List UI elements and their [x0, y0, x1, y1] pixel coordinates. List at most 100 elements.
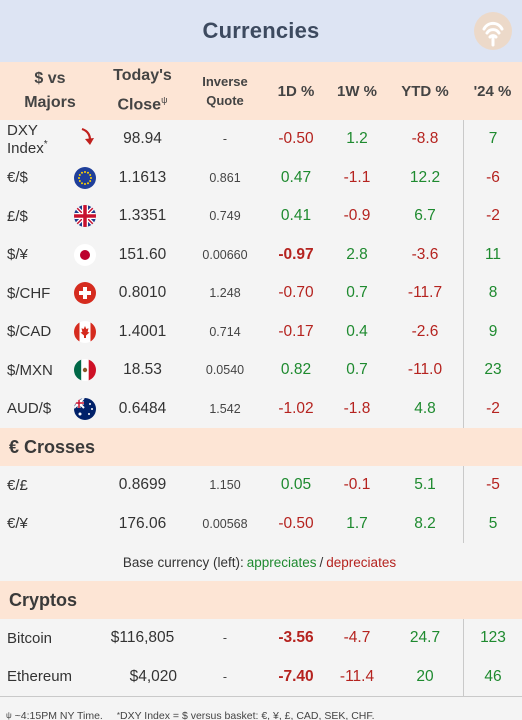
change-1d: -0.97 [278, 245, 314, 263]
table-row: €/¥ 176.06 0.00568 -0.50 1.7 8.2 5 [0, 504, 522, 543]
close-value: 0.8699 [118, 476, 167, 494]
change-24: -2 [463, 389, 522, 428]
close-value: 0.8010 [118, 284, 167, 302]
change-1d: -7.40 [278, 667, 314, 685]
change-1d: -0.50 [278, 514, 314, 532]
legend-appreciates: appreciates [246, 554, 317, 570]
change-1w: -1.1 [343, 168, 371, 186]
change-ytd: -11.0 [407, 361, 443, 379]
table-row: £/$ 1.3351 0.749 0.41 -0.9 6.7 -2 [0, 197, 522, 236]
crypto-name: Bitcoin [7, 629, 53, 647]
change-1d: -0.70 [278, 284, 314, 302]
table-row: DXY Index* 98.94 - -0.50 1.2 -8.8 7 [0, 120, 522, 159]
table-row: AUD/$ 0.6484 1.542 -1.02 -1.8 4.8 -2 [0, 389, 522, 428]
inverse-value: 1.150 [209, 478, 241, 493]
change-ytd: -8.8 [411, 130, 439, 148]
change-ytd: 8.2 [414, 514, 436, 532]
japan-flag-icon [74, 243, 96, 266]
change-24: 7 [463, 120, 522, 159]
inverse-value: - [222, 669, 228, 684]
change-ytd: 5.1 [414, 476, 436, 494]
inverse-value: 0.00660 [202, 247, 248, 262]
crypto-name: Ethereum [7, 668, 73, 686]
inverse-value: - [222, 631, 228, 646]
change-1w: -11.4 [339, 667, 375, 685]
table-row: €/$ 1.1613 0.861 0.47 -1.1 12.2 -6 [0, 158, 522, 197]
close-value: 0.6484 [118, 399, 167, 417]
change-24: 8 [463, 274, 522, 313]
pair-name: DXY Index [7, 121, 44, 157]
pair-name: £/$ [7, 207, 28, 225]
inverse-value: 0.861 [209, 170, 241, 185]
pair-name: $/¥ [7, 246, 28, 264]
table-row: Ethereum $4,020 - -7.40 -11.4 20 46 [0, 657, 522, 696]
arrow-down-icon [80, 127, 96, 151]
australia-flag-icon [74, 397, 96, 420]
change-ytd: 4.8 [414, 399, 436, 417]
inverse-value: 0.714 [209, 324, 241, 339]
col-24-header: '24 % [473, 82, 512, 100]
inverse-value: 0.00568 [202, 516, 248, 531]
inverse-value: 1.542 [209, 401, 241, 416]
change-ytd: -3.6 [411, 245, 439, 263]
footnotes: ψ ~4:15PM NY Time. * DXY Index = $ versus… [0, 696, 522, 720]
pair-name: $/CHF [7, 284, 51, 302]
change-24: 23 [463, 351, 522, 390]
change-24: 123 [463, 619, 522, 658]
table-row: $/MXN 18.53 0.0540 0.82 0.7 -11.0 23 [0, 351, 522, 390]
pair-name: $/CAD [7, 323, 52, 341]
close-value: 98.94 [123, 130, 162, 148]
col-ytd-header: YTD % [401, 82, 449, 100]
legend-depreciates: depreciates [326, 554, 397, 570]
close-value: 18.53 [123, 361, 162, 379]
section-euro-crosses: € Crosses [0, 428, 522, 466]
change-1d: -3.56 [278, 629, 314, 647]
canada-flag-icon [74, 320, 96, 343]
change-1w: 1.2 [346, 130, 368, 148]
inverse-value: - [222, 132, 228, 147]
uk-flag-icon [74, 205, 96, 228]
inverse-value: 0.749 [209, 209, 241, 224]
eu-flag-icon [74, 166, 96, 189]
pair-name: €/¥ [7, 515, 28, 533]
change-1d: 0.82 [280, 361, 312, 379]
brand-logo-icon [474, 12, 512, 50]
table-row: $/CAD 1.4001 0.714 -0.17 0.4 -2.6 9 [0, 312, 522, 351]
change-ytd: 20 [416, 667, 434, 685]
change-1w: -1.8 [343, 399, 371, 417]
inverse-value: 0.0540 [205, 363, 245, 378]
change-1w: 0.7 [346, 361, 368, 379]
change-1d: 0.05 [280, 476, 312, 494]
change-1w: 0.7 [346, 284, 368, 302]
change-24: -5 [463, 466, 522, 505]
mexico-flag-icon [74, 359, 96, 382]
change-ytd: 24.7 [409, 629, 441, 647]
change-ytd: -2.6 [411, 322, 439, 340]
table-row: $/CHF 0.8010 1.248 -0.70 0.7 -11.7 8 [0, 274, 522, 313]
pair-name: €/£ [7, 476, 28, 494]
pair-name: $/MXN [7, 361, 53, 379]
change-ytd: 12.2 [409, 168, 441, 186]
change-24: -6 [463, 158, 522, 197]
footnote-time: ~4:15PM NY Time. [14, 709, 103, 720]
table-row: $/¥ 151.60 0.00660 -0.97 2.8 -3.6 11 [0, 235, 522, 274]
legend-prefix: Base currency (left): [122, 554, 244, 570]
change-ytd: 6.7 [414, 207, 436, 225]
change-24: 5 [463, 504, 522, 543]
change-1d: -0.50 [278, 130, 314, 148]
col-inverse-header: Inverse Quote [202, 74, 248, 108]
footnote-dxy: DXY Index = $ versus basket: €, ¥, £, CA… [119, 709, 375, 720]
swiss-flag-icon [74, 282, 96, 305]
color-legend: Base currency (left): appreciates / depr… [0, 543, 522, 581]
change-ytd: -11.7 [407, 284, 443, 302]
change-1w: -4.7 [343, 629, 371, 647]
pair-name: AUD/$ [7, 400, 52, 418]
change-24: 46 [463, 657, 522, 696]
table-row: €/£ 0.8699 1.150 0.05 -0.1 5.1 -5 [0, 466, 522, 505]
page-header: Currencies [0, 0, 522, 62]
close-value: 176.06 [118, 514, 167, 532]
inverse-value: 1.248 [209, 286, 241, 301]
close-value: $116,805 [110, 629, 175, 647]
page-title: Currencies [202, 18, 320, 43]
col-1d-header: 1D % [277, 82, 315, 100]
